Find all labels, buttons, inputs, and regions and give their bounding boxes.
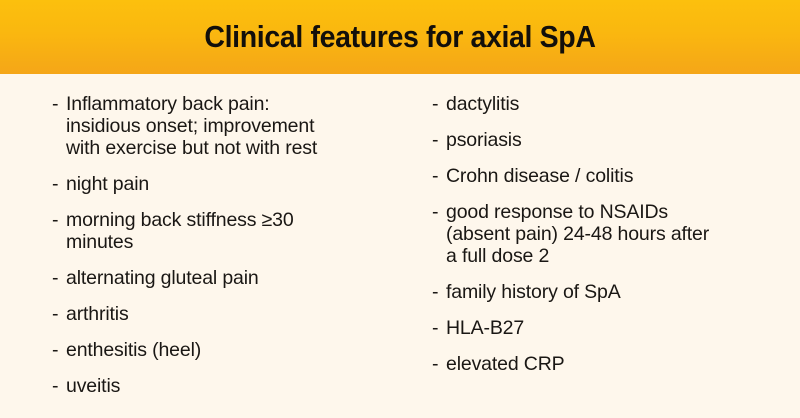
- bullet-dash: -: [432, 317, 439, 339]
- list-item-label: Crohn disease / colitis: [446, 165, 634, 187]
- page-title: Clinical features for axial SpA: [204, 19, 596, 54]
- list-item-label: uveitis: [66, 375, 121, 397]
- list-item-label: night pain: [66, 173, 150, 195]
- bullet-dash: -: [432, 353, 439, 375]
- list-item-label: psoriasis: [446, 129, 522, 151]
- bullet-dash: -: [432, 281, 439, 303]
- bullet-dash: -: [52, 339, 59, 361]
- list-item-label: elevated CRP: [446, 353, 565, 375]
- list-item: - elevated CRP: [432, 353, 782, 375]
- bullet-dash: -: [52, 303, 59, 325]
- list-item-label: alternating gluteal pain: [66, 267, 259, 289]
- list-item: - Crohn disease / colitis: [432, 165, 782, 187]
- list-item: - family history of SpA: [432, 281, 782, 303]
- list-item-label: Inflammatory back pain: insidious onset;…: [66, 93, 318, 159]
- bullet-dash: -: [432, 93, 439, 115]
- list-item: - arthritis: [52, 303, 392, 325]
- bullet-dash: -: [52, 93, 59, 115]
- list-item: - dactylitis: [432, 93, 782, 115]
- list-item: - uveitis: [52, 375, 392, 397]
- list-item: - alternating gluteal pain: [52, 267, 392, 289]
- header-band: Clinical features for axial SpA: [0, 0, 800, 74]
- bullet-dash: -: [52, 375, 59, 397]
- list-item-label: family history of SpA: [446, 281, 621, 303]
- list-item-label: good response to NSAIDs (absent pain) 24…: [446, 201, 710, 267]
- list-item: - enthesitis (heel): [52, 339, 392, 361]
- bullet-dash: -: [52, 209, 59, 231]
- right-column: - dactylitis - psoriasis - Crohn disease…: [432, 74, 782, 389]
- list-item: - good response to NSAIDs (absent pain) …: [432, 201, 782, 267]
- bullet-dash: -: [432, 129, 439, 151]
- list-item-label: HLA-B27: [446, 317, 525, 339]
- list-item: - Inflammatory back pain: insidious onse…: [52, 93, 392, 159]
- list-item: - night pain: [52, 173, 392, 195]
- list-item-label: dactylitis: [446, 93, 520, 115]
- bullet-dash: -: [432, 165, 439, 187]
- list-item-label: enthesitis (heel): [66, 339, 202, 361]
- bullet-dash: -: [52, 173, 59, 195]
- left-column: - Inflammatory back pain: insidious onse…: [52, 74, 392, 411]
- list-item: - HLA-B27: [432, 317, 782, 339]
- list-item: - psoriasis: [432, 129, 782, 151]
- list-item-label: morning back stiffness ≥30 minutes: [66, 209, 294, 253]
- content-area: - Inflammatory back pain: insidious onse…: [0, 74, 800, 418]
- list-item-label: arthritis: [66, 303, 129, 325]
- bullet-dash: -: [52, 267, 59, 289]
- list-item: - morning back stiffness ≥30 minutes: [52, 209, 392, 253]
- bullet-dash: -: [432, 201, 439, 223]
